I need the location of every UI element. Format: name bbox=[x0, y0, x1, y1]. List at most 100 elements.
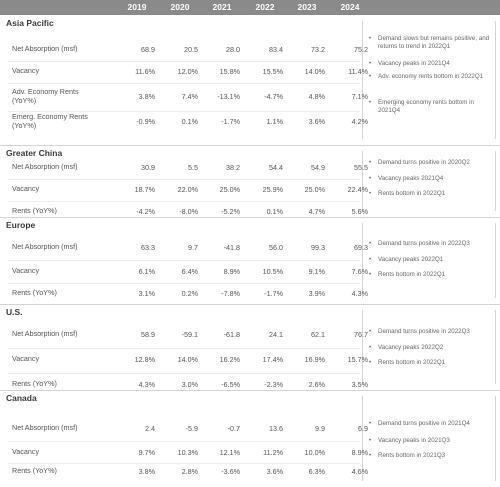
cell-2022: 56.0 bbox=[269, 243, 283, 252]
section-notes: • Demand turns positive in 2021Q4 • Vacancy… bbox=[362, 396, 496, 481]
cell-2020: 14.0% bbox=[177, 355, 198, 364]
cell-2024: 5.6% bbox=[351, 207, 368, 216]
cell-2023: 9.1% bbox=[308, 267, 325, 276]
row-divider bbox=[8, 283, 360, 284]
cell-2020: 20.5 bbox=[184, 45, 198, 54]
bullet-icon: • bbox=[369, 35, 372, 42]
cell-2024: 4.2% bbox=[351, 117, 368, 126]
section-notes: • Demand turns positive in 2020Q2 • Vacancy… bbox=[362, 151, 496, 211]
row-divider bbox=[8, 348, 360, 349]
cell-2020: 0.1% bbox=[181, 117, 198, 126]
bullet-icon: • bbox=[369, 256, 372, 263]
bullet-icon: • bbox=[369, 60, 372, 67]
cell-2019: 3.8% bbox=[138, 92, 155, 101]
cell-2021: 38.2 bbox=[226, 163, 240, 172]
cell-2023: 54.9 bbox=[311, 163, 325, 172]
cell-2020: 2.8% bbox=[181, 467, 198, 476]
cell-2019: 9.7% bbox=[138, 448, 155, 457]
cell-2022: 17.4% bbox=[262, 355, 283, 364]
table-row: Net Absorption (msf) 2.4 -5.9 -0.7 13.6 9.9 6.… bbox=[0, 423, 368, 434]
row-divider bbox=[8, 83, 360, 84]
table-row: Net Absorption (msf) 58.9 -59.1 -61.8 24.1 62… bbox=[0, 329, 368, 340]
cell-2024: 11.4% bbox=[348, 67, 368, 76]
note-text: Rents bottom in 2022Q1 bbox=[378, 190, 446, 197]
row-divider bbox=[8, 463, 360, 464]
bullet-icon: • bbox=[369, 328, 372, 335]
cell-2022: -4.7% bbox=[264, 92, 283, 101]
note-text: Demand turns positive in 2022Q3 bbox=[378, 328, 470, 335]
row-label: Vacancy bbox=[12, 66, 40, 75]
cell-2022: 0.1% bbox=[266, 207, 283, 216]
table-row: Vacancy 18.7% 22.0% 25.0% 25.9% 25.0% 22.4% bbox=[0, 184, 368, 195]
cell-2019: 3.8% bbox=[138, 467, 155, 476]
cell-2020: 0.2% bbox=[181, 289, 198, 298]
row-label: Vacancy bbox=[12, 184, 40, 193]
note-text: Vacancy peaks 2022Q2 bbox=[378, 344, 444, 351]
section-divider bbox=[0, 145, 500, 146]
bullet-icon: • bbox=[369, 240, 372, 247]
cell-2023: 73.2 bbox=[311, 45, 325, 54]
row-label: Net Absorption (msf) bbox=[12, 423, 78, 432]
cell-2022: 13.6 bbox=[269, 424, 283, 433]
bullet-icon: • bbox=[369, 159, 372, 166]
cell-2024: 69.3 bbox=[354, 243, 368, 252]
cell-2022: 25.9% bbox=[262, 185, 283, 194]
cell-2020: 10.3% bbox=[177, 448, 198, 457]
section-notes: • Demand slows but remains positive, and … bbox=[362, 21, 496, 139]
cell-2024: 4.6% bbox=[351, 467, 368, 476]
cell-2020: 12.0% bbox=[177, 67, 198, 76]
cell-2023: 14.0% bbox=[304, 67, 325, 76]
bullet-icon: • bbox=[369, 452, 372, 459]
table-row: Vacancy 11.6% 12.0% 15.8% 15.5% 14.0% 11.4% bbox=[0, 66, 368, 77]
table-row: Rents (YoY%) 3.8% 2.8% -3.6% 3.6% 6.3% 4.6% bbox=[0, 466, 368, 477]
note-text: Adv. economy rents bottom in 2022Q1 bbox=[378, 73, 484, 80]
section-notes: • Demand turns positive in 2022Q3 • Vacancy… bbox=[362, 310, 496, 384]
section-divider bbox=[0, 217, 500, 218]
bullet-icon: • bbox=[369, 99, 372, 106]
cell-2024: 22.4% bbox=[347, 185, 368, 194]
cell-2020: 5.5 bbox=[188, 163, 198, 172]
cell-2024: 8.9% bbox=[351, 448, 368, 457]
cell-2021: -3.6% bbox=[221, 467, 240, 476]
cell-2020: -5.9 bbox=[185, 424, 198, 433]
note-text: Vacancy peaks in 2021Q4 bbox=[378, 60, 450, 67]
year-header-2019: 2019 bbox=[127, 2, 147, 12]
section-title: Europe bbox=[6, 220, 36, 230]
section-u-s: U.S. • Demand turns positive in 2022Q3 • Vac… bbox=[0, 304, 500, 390]
note-text: Vacancy peaks in 2021Q3 bbox=[378, 437, 450, 444]
cell-2019: 6.1% bbox=[138, 267, 155, 276]
bullet-icon: • bbox=[369, 73, 372, 80]
cell-2019: 68.9 bbox=[141, 45, 155, 54]
section-europe: Europe • Demand turns positive in 2022Q3 • V… bbox=[0, 217, 500, 304]
row-label: Rents (YoY%) bbox=[12, 466, 57, 475]
cell-2021: -13.1% bbox=[217, 92, 240, 101]
row-label: Rents (YoY%) bbox=[12, 379, 57, 388]
cell-2021: -7.8% bbox=[221, 289, 240, 298]
row-label: Adv. Economy Rents (YoY%) bbox=[12, 87, 79, 105]
cell-2022: 24.1 bbox=[269, 330, 283, 339]
cell-2022: -2.3% bbox=[264, 380, 283, 389]
cell-2023: 4.8% bbox=[308, 92, 325, 101]
note-text: Demand turns positive in 2021Q4 bbox=[378, 420, 470, 427]
section-title: Greater China bbox=[6, 148, 63, 158]
year-header-2022: 2022 bbox=[255, 2, 275, 12]
cell-2023: 4.7% bbox=[308, 207, 325, 216]
row-label: Net Absorption (msf) bbox=[12, 242, 78, 251]
cell-2021: 25.0% bbox=[219, 185, 240, 194]
cell-2023: 3.6% bbox=[308, 117, 325, 126]
row-divider bbox=[8, 61, 360, 62]
cell-2022: 54.4 bbox=[269, 163, 283, 172]
bullet-icon: • bbox=[369, 271, 372, 278]
row-label: Vacancy bbox=[12, 354, 40, 363]
cell-2020: 7.4% bbox=[181, 92, 198, 101]
row-divider bbox=[8, 260, 360, 261]
cell-2019: -0.9% bbox=[136, 117, 155, 126]
note-text: Demand slows but remains positive, and r… bbox=[378, 35, 490, 50]
cell-2021: -1.7% bbox=[221, 117, 240, 126]
cell-2022: 1.1% bbox=[266, 117, 283, 126]
section-divider bbox=[0, 390, 500, 391]
cell-2019: 18.7% bbox=[134, 185, 155, 194]
cell-2019: -4.2% bbox=[136, 207, 155, 216]
row-label: Rents (YoY%) bbox=[12, 288, 57, 297]
